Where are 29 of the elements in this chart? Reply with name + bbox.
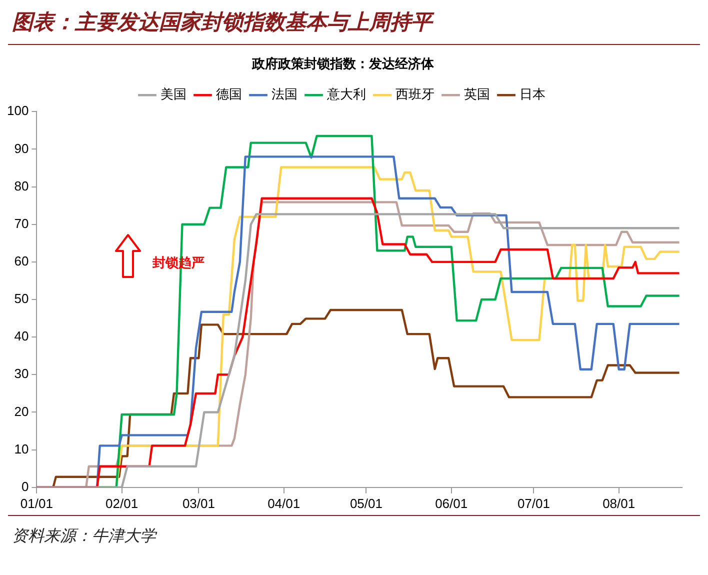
y-tick-label: 10 xyxy=(14,441,29,456)
legend-label: 法国 xyxy=(271,86,298,102)
legend-label: 西班牙 xyxy=(395,86,434,102)
x-tick-label: 01/01 xyxy=(20,496,53,511)
chart-subtitle: 政府政策封锁指数：发达经济体 xyxy=(251,56,435,72)
legend-label: 意大利 xyxy=(326,86,366,102)
x-tick-label: 04/01 xyxy=(268,496,300,511)
y-tick-label: 60 xyxy=(14,254,29,268)
x-tick-label: 06/01 xyxy=(435,496,468,511)
y-tick-label: 70 xyxy=(14,216,29,231)
y-tick-label: 20 xyxy=(14,404,29,419)
chart-title: 图表：主要发达国家封锁指数基本与上周持平 xyxy=(12,9,432,36)
y-tick-label: 30 xyxy=(14,366,29,382)
legend-label: 美国 xyxy=(160,86,186,102)
legend-label: 德国 xyxy=(216,86,242,102)
x-tick-label: 05/01 xyxy=(350,496,382,511)
y-tick-label: 80 xyxy=(14,178,29,194)
x-tick-label: 03/01 xyxy=(182,496,215,511)
y-tick-label: 50 xyxy=(14,291,29,306)
legend-label: 英国 xyxy=(464,86,490,102)
y-tick-label: 40 xyxy=(14,328,29,344)
text: 资料来源：牛津大学 xyxy=(12,526,156,547)
legend-label: 日本 xyxy=(519,86,546,102)
y-tick-label: 90 xyxy=(14,140,29,156)
y-tick-label: 100 xyxy=(6,103,29,118)
x-tick-label: 02/01 xyxy=(106,496,138,511)
y-tick-label: 0 xyxy=(21,478,29,494)
x-tick-label: 07/01 xyxy=(517,496,550,511)
x-tick-label: 08/01 xyxy=(602,496,636,511)
